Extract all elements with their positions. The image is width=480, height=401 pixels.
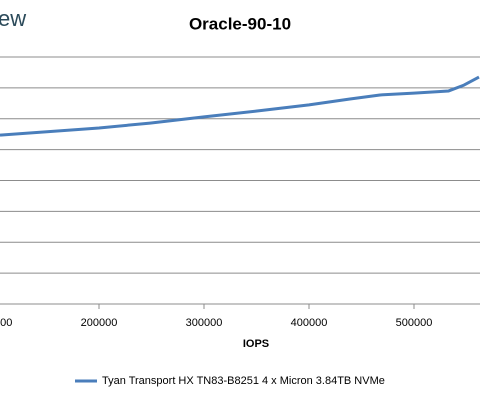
x-tick-label: 400000: [291, 317, 328, 329]
x-tick-label: 200000: [81, 317, 118, 329]
x-tick-label: 300000: [186, 317, 223, 329]
x-tick-label: 500000: [396, 317, 433, 329]
series-line: [0, 75, 480, 137]
watermark: ew: [0, 6, 26, 31]
chart-title: Oracle-90-10: [189, 14, 291, 33]
legend-label: Tyan Transport HX TN83-B8251 4 x Micron …: [102, 375, 385, 387]
x-axis-label: IOPS: [243, 338, 269, 350]
x-tick-label: 100000: [0, 317, 12, 329]
